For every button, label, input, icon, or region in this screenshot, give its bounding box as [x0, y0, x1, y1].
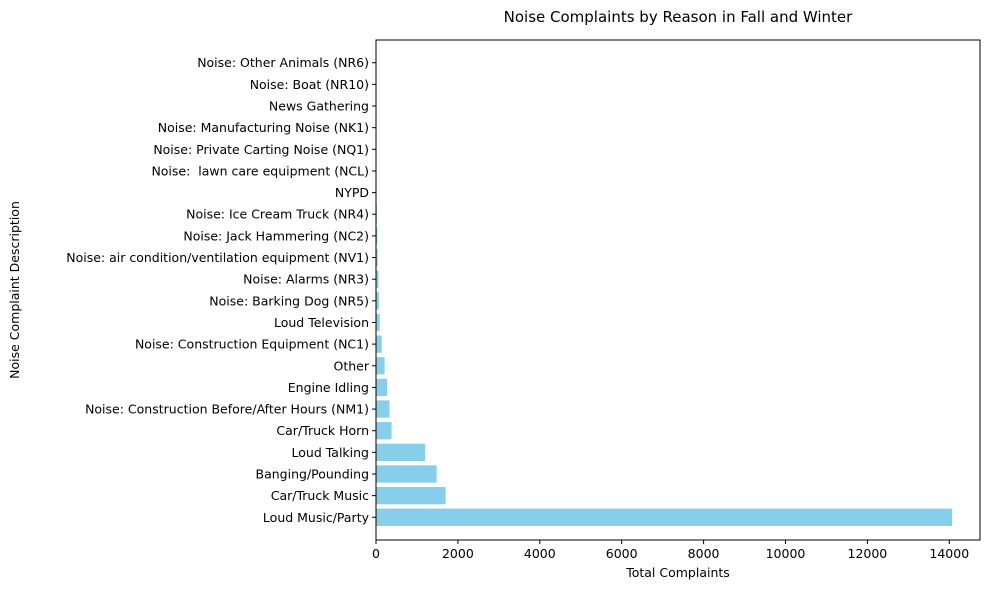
- x-axis-label: Total Complaints: [625, 565, 730, 580]
- y-ticks-group: Loud Music/Party Car/Truck Music Banging/P…: [66, 55, 376, 525]
- y-tick-label: News Gathering: [269, 99, 369, 114]
- bar: [376, 357, 385, 374]
- y-tick-label: Noise: Other Animals (NR6): [197, 55, 369, 70]
- bar: [376, 379, 387, 396]
- y-tick-label: Loud Talking: [292, 445, 370, 460]
- plot-frame: [376, 40, 980, 540]
- y-axis-label: Noise Complaint Description: [7, 201, 22, 379]
- chart-title: Noise Complaints by Reason in Fall and W…: [504, 8, 854, 26]
- y-tick-label: Noise: Private Carting Noise (NQ1): [153, 142, 369, 157]
- x-tick-label: 10000: [766, 546, 806, 561]
- y-tick-label: Loud Music/Party: [263, 510, 370, 525]
- x-tick-label: 4000: [524, 546, 556, 561]
- bars-group: [376, 54, 952, 526]
- y-tick-label: Other: [334, 358, 370, 373]
- bar: [376, 509, 952, 526]
- bar: [376, 335, 382, 352]
- y-tick-label: NYPD: [335, 185, 369, 200]
- y-tick-label: Noise: Boat (NR10): [250, 77, 369, 92]
- bar: [376, 314, 380, 331]
- y-tick-label: Banging/Pounding: [256, 466, 369, 481]
- y-tick-label: Car/Truck Horn: [276, 423, 369, 438]
- y-tick-label: Loud Television: [274, 315, 369, 330]
- x-tick-label: 12000: [848, 546, 888, 561]
- bar: [376, 400, 390, 417]
- x-tick-label: 0: [372, 546, 380, 561]
- y-tick-label: Noise: Jack Hammering (NC2): [183, 228, 369, 243]
- y-tick-label: Noise: lawn care equipment (NCL): [151, 163, 369, 178]
- y-tick-label: Noise: Ice Cream Truck (NR4): [186, 207, 369, 222]
- x-tick-label: 6000: [606, 546, 638, 561]
- x-tick-label: 14000: [929, 546, 969, 561]
- x-tick-label: 8000: [688, 546, 720, 561]
- x-tick-label: 2000: [442, 546, 474, 561]
- y-tick-label: Noise: Alarms (NR3): [243, 272, 369, 287]
- bar: [376, 487, 446, 504]
- y-tick-label: Noise: Construction Before/After Hours (…: [85, 402, 369, 417]
- x-ticks-group: 0 2000 4000 6000 8000 10000 12000 14000: [372, 540, 969, 561]
- bar: [376, 444, 425, 461]
- y-tick-label: Noise: air condition/ventilation equipme…: [66, 250, 369, 265]
- bar: [376, 422, 392, 439]
- y-tick-label: Noise: Manufacturing Noise (NK1): [158, 120, 369, 135]
- bar: [376, 465, 437, 482]
- y-tick-label: Noise: Barking Dog (NR5): [209, 293, 369, 308]
- y-tick-label: Engine Idling: [288, 380, 369, 395]
- y-tick-label: Car/Truck Music: [271, 488, 369, 503]
- y-tick-label: Noise: Construction Equipment (NC1): [135, 337, 369, 352]
